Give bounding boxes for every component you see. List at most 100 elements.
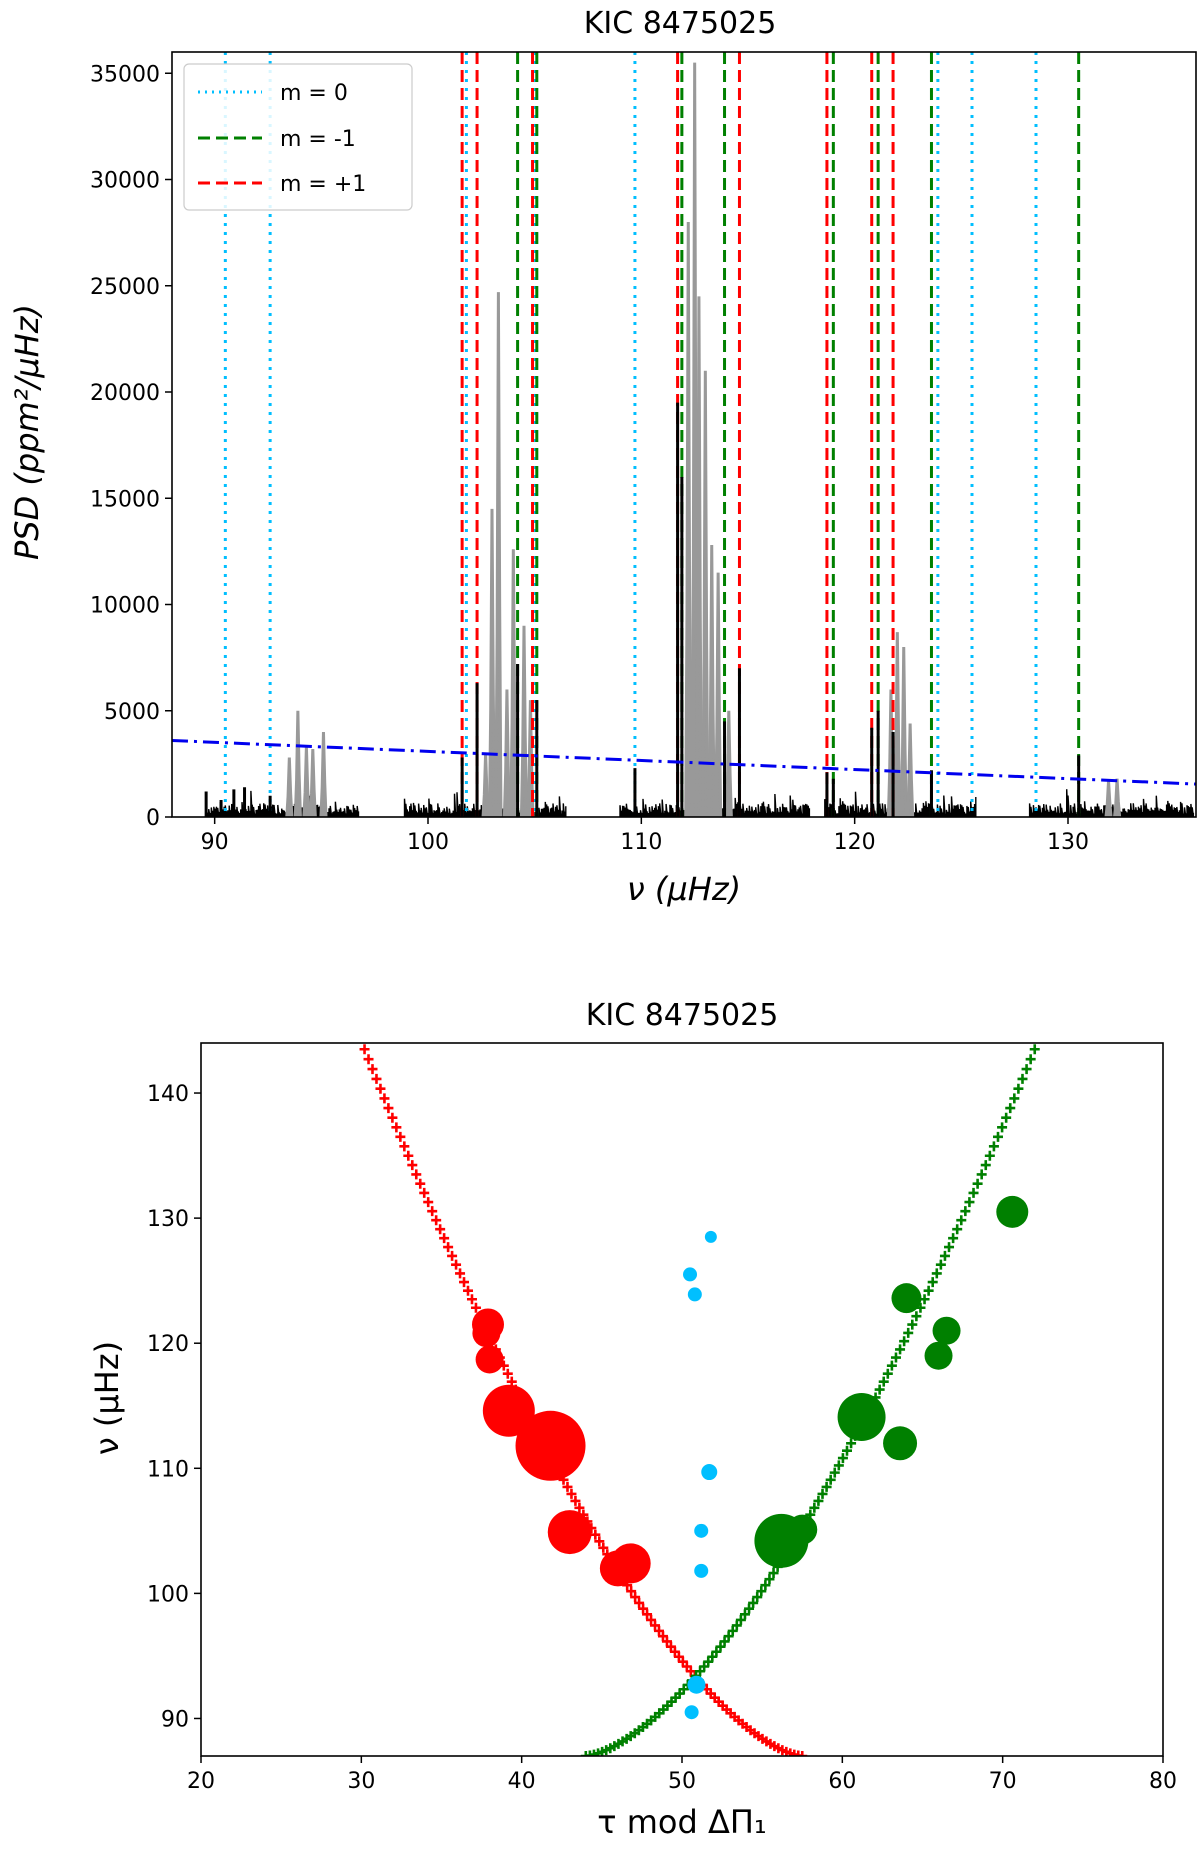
model-plus-green <box>813 1495 824 1506</box>
point-m0 <box>701 1464 718 1481</box>
legend-box <box>183 63 413 211</box>
model-plus-red <box>634 1597 645 1608</box>
model-plus-green <box>952 1224 963 1235</box>
model-plus-red <box>431 1215 442 1226</box>
model-plus-green <box>890 1352 901 1363</box>
model-plus-green <box>911 1311 922 1322</box>
model-plus-green <box>878 1376 889 1387</box>
model-plus-green <box>874 1384 885 1395</box>
model-plus-green <box>997 1122 1008 1133</box>
model-plus-red <box>462 1285 473 1296</box>
model-plus-green <box>1021 1064 1032 1075</box>
model-plus-green <box>944 1242 955 1253</box>
model-plus-green <box>1005 1103 1016 1114</box>
model-plus-red <box>797 1751 808 1756</box>
model-plus-green <box>723 1631 734 1642</box>
point-m0 <box>694 1563 709 1578</box>
psd-title: KIC 8475025 <box>584 6 777 41</box>
legend-m-plus1-label: m = +1 <box>280 172 366 197</box>
psd-y-tick-label: 5000 <box>104 700 160 725</box>
model-plus-red <box>443 1242 454 1253</box>
psd-panel: KIC 8475025 90 100 110 120 130 0 5000 10000 150… <box>8 6 1197 908</box>
point-m0 <box>687 1675 706 1694</box>
model-plus-red <box>590 1529 601 1540</box>
model-plus-red <box>359 1044 370 1055</box>
psd-noise-segment-0 <box>205 790 360 817</box>
model-plus-red <box>451 1259 462 1270</box>
model-plus-red <box>502 1368 513 1379</box>
model-plus-green <box>1025 1054 1036 1065</box>
psd-x-ticks: 90 100 110 120 130 <box>201 817 1089 855</box>
model-plus-green <box>931 1268 942 1279</box>
model-plus-green <box>935 1259 946 1270</box>
echelle-x-tick-label: 50 <box>668 1769 696 1794</box>
psd-gray-peak <box>308 748 317 817</box>
model-plus-green <box>764 1574 775 1585</box>
model-plus-green <box>927 1277 938 1288</box>
model-plus-red <box>638 1603 649 1614</box>
model-plus-green <box>976 1169 987 1180</box>
psd-gray-peak <box>494 292 503 817</box>
point-m0 <box>687 1287 702 1302</box>
psd-gray-peak <box>684 221 693 817</box>
echelle-y-tick-label: 130 <box>147 1207 189 1232</box>
model-plus-green <box>739 1609 750 1620</box>
psd-y-tick-label: 10000 <box>90 594 160 619</box>
legend-m0-label: m = 0 <box>280 81 348 106</box>
model-plus-red <box>646 1614 657 1625</box>
model-plus-red <box>391 1122 402 1133</box>
model-plus-green <box>882 1368 893 1379</box>
echelle-x-ticks: 20 30 40 50 60 70 80 <box>187 1756 1177 1794</box>
model-plus-red <box>399 1141 410 1152</box>
psd-y-tick-label: 20000 <box>90 381 160 406</box>
point-m-minus1 <box>924 1341 953 1370</box>
model-plus-green <box>837 1453 848 1464</box>
model-plus-green <box>768 1568 779 1579</box>
model-plus-red <box>423 1197 434 1208</box>
psd-gray-peak <box>487 508 497 817</box>
model-plus-red <box>626 1586 637 1597</box>
psd-gray-peak <box>526 700 535 817</box>
point-m0 <box>694 1523 709 1538</box>
psd-y-tick-label: 25000 <box>90 275 160 300</box>
model-plus-green <box>972 1178 983 1189</box>
model-plus-green <box>1029 1044 1040 1055</box>
psd-gray-peak <box>701 370 710 817</box>
psd-x-tick-label: 120 <box>834 830 876 855</box>
echelle-x-tick-label: 70 <box>989 1769 1017 1794</box>
model-plus-red <box>650 1620 661 1631</box>
echelle-x-tick-label: 80 <box>1149 1769 1177 1794</box>
point-m0 <box>684 1705 699 1720</box>
echelle-y-ticks: 90 100 110 120 130 140 <box>147 1082 201 1732</box>
psd-x-tick-label: 130 <box>1047 830 1089 855</box>
point-m-plus1 <box>610 1543 651 1584</box>
psd-x-tick-label: 90 <box>201 830 229 855</box>
psd-gray-peak <box>302 746 311 817</box>
psd-y-label: PSD (ppm²/μHz) <box>8 304 46 560</box>
model-plus-red <box>570 1495 581 1506</box>
model-plus-red <box>439 1233 450 1244</box>
model-plus-green <box>956 1215 967 1226</box>
model-plus-green <box>886 1360 897 1371</box>
echelle-title: KIC 8475025 <box>586 998 779 1033</box>
model-plus-red <box>470 1302 481 1313</box>
model-plus-red <box>387 1112 398 1123</box>
model-plus-green <box>1013 1083 1024 1094</box>
psd-gray-peak <box>481 753 490 817</box>
model-plus-green <box>719 1636 730 1647</box>
model-plus-green <box>711 1646 722 1657</box>
model-plus-green <box>939 1250 950 1261</box>
model-plus-green <box>821 1481 832 1492</box>
model-plus-red <box>395 1131 406 1142</box>
model-plus-red <box>375 1083 386 1094</box>
model-plus-green <box>731 1620 742 1631</box>
echelle-x-tick-label: 60 <box>828 1769 856 1794</box>
model-plus-red <box>427 1206 438 1217</box>
model-plus-green <box>988 1141 999 1152</box>
point-m-minus1 <box>996 1195 1029 1228</box>
model-plus-green <box>833 1460 844 1471</box>
model-plus-red <box>574 1502 585 1513</box>
psd-axes-frame <box>171 51 1197 818</box>
model-plus-green <box>980 1160 991 1171</box>
model-plus-red <box>466 1294 477 1305</box>
